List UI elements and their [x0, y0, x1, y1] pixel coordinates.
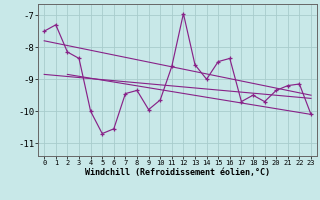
X-axis label: Windchill (Refroidissement éolien,°C): Windchill (Refroidissement éolien,°C)	[85, 168, 270, 177]
